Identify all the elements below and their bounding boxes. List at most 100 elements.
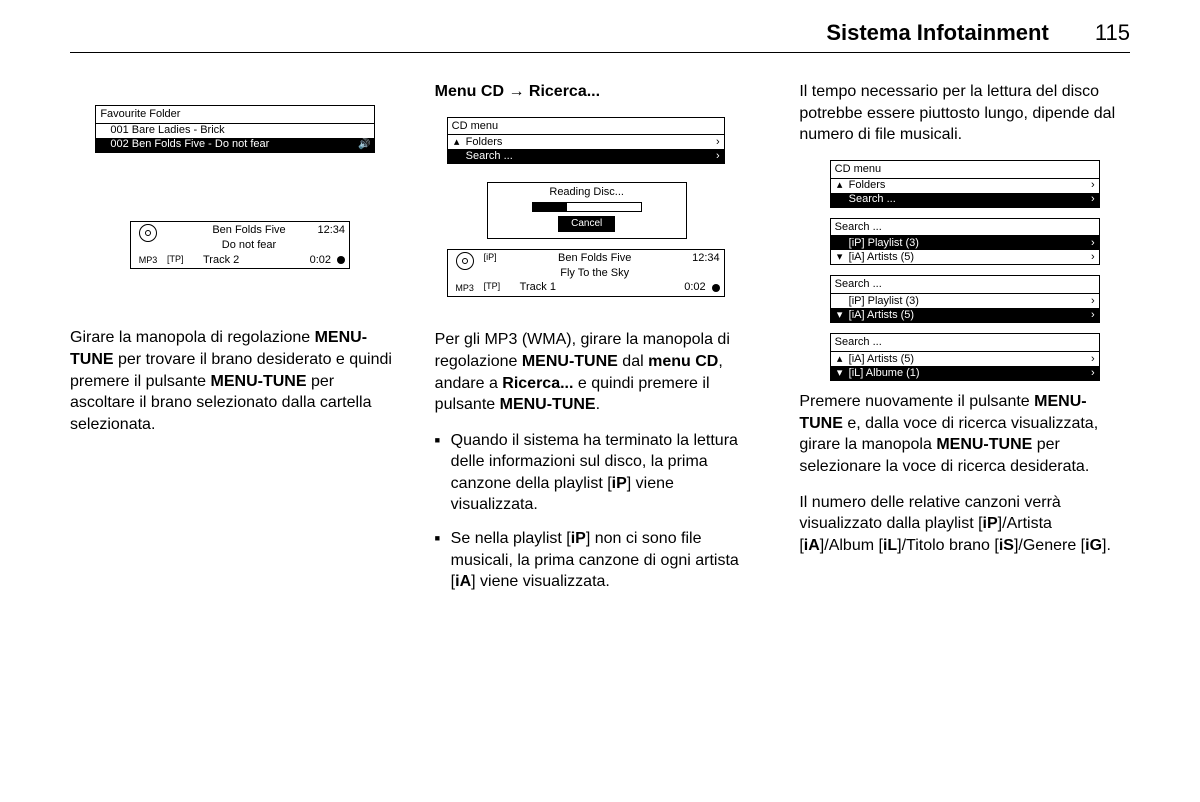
favourite-folder-screen: Favourite Folder 001 Bare Ladies - Brick… bbox=[95, 105, 375, 153]
disc-icon bbox=[139, 224, 157, 242]
cd-menu-screen-3: CD menu ▴ Folders › Search ... › bbox=[830, 160, 1100, 208]
s3-up-arrow-icon: ▴ bbox=[833, 352, 847, 367]
disc-icon-2 bbox=[456, 252, 474, 270]
s1-row1: [iP] Playlist (3) › bbox=[831, 236, 1099, 250]
fav-row-1: 001 Bare Ladies - Brick bbox=[96, 124, 374, 138]
np-blank bbox=[167, 223, 197, 238]
search-label: Search ... bbox=[464, 149, 708, 164]
b2-a: Se nella playlist [ bbox=[451, 530, 571, 547]
c3p2-d: MENU-TUNE bbox=[936, 436, 1032, 453]
chevron-right-icon: › bbox=[708, 135, 722, 150]
col3-para1: Il tempo necessario per la lettura del d… bbox=[799, 81, 1130, 146]
s1-r1-label: [iP] Playlist (3) bbox=[847, 236, 1083, 251]
b1-a: Quando il sistema ha terminato la lettur… bbox=[451, 432, 738, 492]
b2-e: ] viene visualizzata. bbox=[471, 573, 610, 590]
s3-r1-label: [iA] Artists (5) bbox=[847, 352, 1083, 367]
s1-r2-label: [iA] Artists (5) bbox=[847, 250, 1083, 265]
fav-row1-label: 001 Bare Ladies - Brick bbox=[98, 123, 372, 138]
b1-b: iP bbox=[612, 475, 627, 492]
s3-title: Search ... bbox=[831, 334, 1099, 352]
col3-para2: Premere nuovamente il pulsante MENU-TUNE… bbox=[799, 391, 1130, 477]
c2p-c: dal bbox=[618, 353, 648, 370]
play-dot-icon bbox=[337, 256, 345, 264]
s2-title: Search ... bbox=[831, 276, 1099, 294]
np-track: Track 2 bbox=[197, 253, 301, 268]
chevron-right-icon-2: › bbox=[708, 149, 722, 164]
mp3-label: MP3 bbox=[139, 254, 158, 266]
col2-heading: Menu CD → Ricerca... bbox=[435, 81, 766, 103]
mp3-label-2: MP3 bbox=[455, 282, 474, 294]
np-elapsed-text: 0:02 bbox=[310, 254, 331, 266]
fav-row2-label: 002 Ben Folds Five - Do not fear bbox=[98, 137, 358, 152]
np2-elapsed: 0:02 bbox=[676, 280, 720, 295]
chevron-right-icon-3: › bbox=[1083, 178, 1097, 193]
np-artist: Ben Folds Five bbox=[197, 223, 301, 238]
col2-para: Per gli MP3 (WMA), girare la manopola di… bbox=[435, 329, 766, 415]
cd-menu-screen: CD menu ▴ Folders › Search ... › bbox=[447, 117, 725, 165]
progress-fill bbox=[533, 203, 568, 211]
cdmenu3-title: CD menu bbox=[831, 161, 1099, 179]
np-left: MP3 bbox=[131, 222, 165, 269]
s1-chevron: › bbox=[1083, 236, 1097, 251]
search-screen-2: Search ... [iP] Playlist (3) › ▾ [iA] Ar… bbox=[830, 275, 1100, 323]
s2-row2: ▾ [iA] Artists (5) › bbox=[831, 308, 1099, 322]
cdmenu-row-folders: ▴ Folders › bbox=[448, 135, 724, 149]
search3-label: Search ... bbox=[847, 192, 1083, 207]
c3p3-j: iG bbox=[1085, 537, 1102, 554]
s2-chevron2: › bbox=[1083, 308, 1097, 323]
s2-row1: [iP] Playlist (3) › bbox=[831, 294, 1099, 308]
folders-label: Folders bbox=[464, 135, 708, 150]
np-blank3 bbox=[301, 238, 345, 253]
s3-row1: ▴ [iA] Artists (5) › bbox=[831, 352, 1099, 366]
np2-blank bbox=[484, 266, 514, 281]
folders3-label: Folders bbox=[847, 178, 1083, 193]
c3p3-d: iA bbox=[804, 537, 820, 554]
reading-disc-box: Reading Disc... Cancel bbox=[487, 182, 687, 238]
cdmenu3-search: Search ... › bbox=[831, 193, 1099, 207]
cancel-button[interactable]: Cancel bbox=[558, 216, 615, 232]
c1p-d: MENU-TUNE bbox=[211, 373, 307, 390]
c2p-f: Ricerca... bbox=[502, 375, 573, 392]
np2-artist: Ben Folds Five bbox=[514, 251, 676, 266]
up-arrow-icon-3: ▴ bbox=[833, 178, 847, 193]
s3-r2-label: [iL] Albume (1) bbox=[847, 366, 1083, 381]
np-clock: 12:34 bbox=[301, 223, 345, 238]
c3p3-b: iP bbox=[983, 515, 998, 532]
page-header: Sistema Infotainment 115 bbox=[70, 20, 1130, 53]
column-3: Il tempo necessario per la lettura del d… bbox=[799, 81, 1130, 605]
np2-ip: [iP] bbox=[484, 251, 514, 266]
np2-left: MP3 bbox=[448, 250, 482, 297]
play-dot-icon-2 bbox=[712, 284, 720, 292]
bullet-2: Se nella playlist [iP] non ci sono file … bbox=[435, 528, 766, 593]
np-elapsed: 0:02 bbox=[301, 253, 345, 268]
s3-chevron2: › bbox=[1083, 366, 1097, 381]
np2-right: [iP] Ben Folds Five 12:34 Fly To the Sky… bbox=[482, 250, 724, 297]
now-playing-2: MP3 [iP] Ben Folds Five 12:34 Fly To the… bbox=[447, 249, 725, 298]
b2-b: iP bbox=[571, 530, 586, 547]
s2-r2-label: [iA] Artists (5) bbox=[847, 308, 1083, 323]
up-arrow-icon: ▴ bbox=[450, 135, 464, 150]
bullet-1: Quando il sistema ha terminato la lettur… bbox=[435, 430, 766, 516]
col2-bullets: Quando il sistema ha terminato la lettur… bbox=[435, 430, 766, 593]
s1-title: Search ... bbox=[831, 219, 1099, 237]
c3p3-e: ]/Album [ bbox=[820, 537, 883, 554]
np2-elapsed-text: 0:02 bbox=[684, 281, 705, 293]
s3-row2: ▾ [iL] Albume (1) › bbox=[831, 366, 1099, 380]
cdmenu3-folders: ▴ Folders › bbox=[831, 179, 1099, 193]
reading-label: Reading Disc... bbox=[492, 185, 682, 200]
column-1: Favourite Folder 001 Bare Ladies - Brick… bbox=[70, 81, 401, 605]
now-playing-1: MP3 Ben Folds Five 12:34 Do not fear [TP… bbox=[130, 221, 350, 270]
c1p-a: Girare la manopola di regolazione bbox=[70, 329, 315, 346]
s3-down-arrow-icon: ▾ bbox=[833, 366, 847, 381]
chevron-right-icon-3b: › bbox=[1083, 192, 1097, 207]
c3p3-f: iL bbox=[883, 537, 897, 554]
columns: Favourite Folder 001 Bare Ladies - Brick… bbox=[70, 81, 1130, 605]
s1-row2: ▾ [iA] Artists (5) › bbox=[831, 250, 1099, 264]
s3-chevron: › bbox=[1083, 352, 1097, 367]
c3p3-h: iS bbox=[999, 537, 1014, 554]
c2p-d: menu CD bbox=[648, 353, 718, 370]
cdmenu-row-search: Search ... › bbox=[448, 149, 724, 163]
np-right: Ben Folds Five 12:34 Do not fear [TP] Tr… bbox=[165, 222, 349, 269]
np2-track: Track 1 bbox=[514, 280, 676, 295]
column-2: Menu CD → Ricerca... CD menu ▴ Folders ›… bbox=[435, 81, 766, 605]
